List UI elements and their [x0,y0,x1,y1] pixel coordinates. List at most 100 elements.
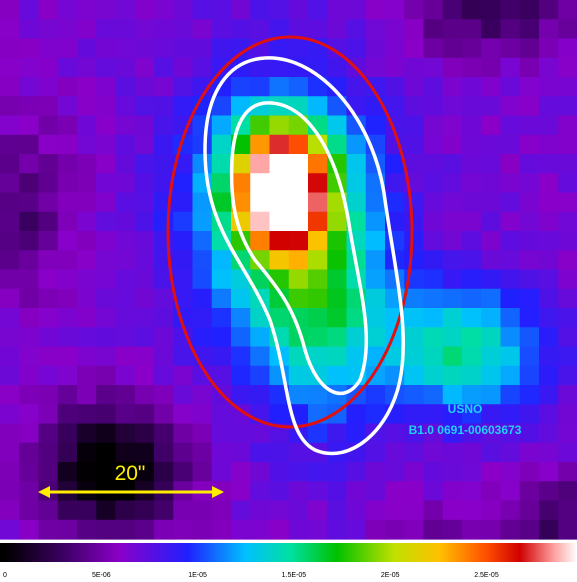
image-pixel [365,192,386,213]
image-pixel [154,385,174,405]
image-pixel [346,192,367,213]
image-pixel [134,57,155,78]
image-pixel [404,19,425,40]
image-pixel [327,250,348,271]
image-pixel [308,519,328,540]
image-pixel [77,134,97,155]
image-pixel [558,0,577,20]
image-pixel [231,173,251,194]
source-label: USNO [448,402,483,416]
image-pixel [481,346,502,367]
image-pixel [519,96,540,117]
image-pixel [385,423,405,444]
image-pixel [211,462,232,482]
image-pixel [365,250,386,271]
image-pixel [192,134,213,155]
image-pixel [211,19,232,40]
image-pixel [0,269,20,290]
image-pixel [77,365,97,386]
image-pixel [0,346,20,367]
image-pixel [269,192,290,213]
image-pixel [539,77,559,97]
image-pixel [250,481,271,502]
image-pixel [519,423,540,444]
image-pixel [327,519,348,540]
image-pixel [0,173,20,194]
image-pixel [96,192,117,213]
image-pixel [519,192,540,213]
image-pixel [57,346,78,367]
image-pixel [365,308,386,328]
image-pixel [38,96,59,117]
image-pixel [327,365,348,386]
image-pixel [308,481,328,502]
image-pixel [0,231,20,251]
image-pixel [539,115,559,136]
image-pixel [250,231,271,251]
image-pixel [173,57,194,78]
image-pixel [308,154,328,174]
image-pixel [115,115,136,136]
colorbar-tick-label: 1.5E-05 [282,572,307,579]
image-pixel [57,211,78,232]
image-pixel [346,0,367,20]
image-pixel [192,365,213,386]
image-pixel [519,346,540,367]
image-pixel [19,77,40,97]
image-pixel [211,96,232,117]
image-pixel [38,288,59,309]
image-pixel [38,462,59,482]
image-pixel [462,404,482,425]
image-pixel [96,57,117,78]
image-pixel [519,231,540,251]
image-pixel [462,308,482,328]
image-pixel [288,38,309,59]
image-pixel [134,442,155,463]
image-pixel [404,404,425,425]
image-pixel [0,38,20,59]
image-pixel [250,442,271,463]
image-pixel [404,365,425,386]
image-pixel [539,38,559,59]
image-pixel [231,77,251,97]
image-pixel [0,96,20,117]
image-pixel [231,481,251,502]
image-pixel [192,404,213,425]
image-pixel [539,250,559,271]
image-pixel [481,173,502,194]
image-pixel [77,77,97,97]
image-pixel [385,442,405,463]
image-pixel [519,57,540,78]
image-pixel [519,462,540,482]
image-pixel [558,346,577,367]
image-pixel [19,211,40,232]
image-pixel [154,134,174,155]
image-pixel [269,250,290,271]
image-pixel [462,519,482,540]
image-pixel [115,269,136,290]
image-pixel [327,288,348,309]
image-pixel [269,442,290,463]
image-pixel [462,423,482,444]
image-pixel [231,500,251,521]
image-pixel [19,288,40,309]
image-pixel [173,19,194,40]
image-pixel [346,154,367,174]
image-pixel [250,19,271,40]
image-pixel [154,308,174,328]
image-pixel [77,346,97,367]
image-pixel [404,57,425,78]
image-pixel [385,231,405,251]
image-pixel [327,19,348,40]
image-pixel [462,77,482,97]
image-pixel [173,500,194,521]
image-pixel [442,19,463,40]
image-pixel [96,346,117,367]
image-pixel [404,442,425,463]
image-pixel [539,134,559,155]
image-pixel [38,115,59,136]
image-pixel [96,115,117,136]
image-pixel [558,327,577,348]
image-pixel [38,0,59,20]
image-pixel [57,115,78,136]
